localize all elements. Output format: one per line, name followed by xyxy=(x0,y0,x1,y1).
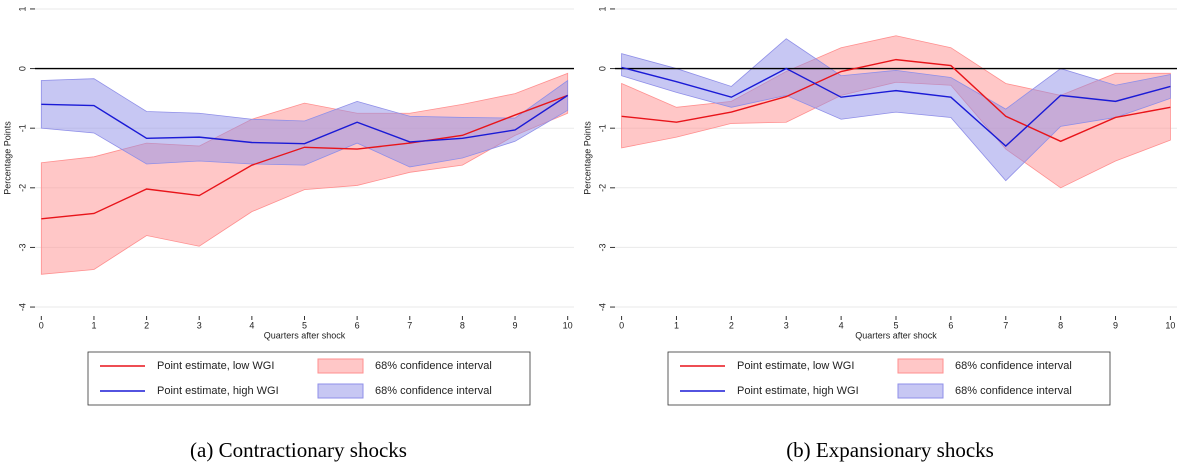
x-axis-title: Quarters after shock xyxy=(855,330,937,340)
x-tick-label: 2 xyxy=(729,320,734,330)
legend-label: 68% confidence interval xyxy=(955,385,1072,397)
y-tick-label: -3 xyxy=(597,243,607,251)
x-tick-label: 7 xyxy=(407,320,412,330)
x-tick-label: 3 xyxy=(197,320,202,330)
x-tick-label: 0 xyxy=(39,320,44,330)
legend-label: Point estimate, high WGI xyxy=(157,385,279,397)
y-tick-label: -2 xyxy=(597,184,607,192)
x-tick-label: 5 xyxy=(302,320,307,330)
y-tick-label: -3 xyxy=(17,243,27,251)
confidence-band xyxy=(621,38,1171,182)
legend-box xyxy=(87,351,531,406)
y-axis-title: Percentage Points xyxy=(582,121,592,195)
y-tick-label: -1 xyxy=(597,124,607,132)
x-tick-label: 3 xyxy=(784,320,789,330)
legend-label: Point estimate, low WGI xyxy=(737,360,854,372)
caption: (a) Contractionary shocks xyxy=(190,438,407,462)
legend-label: Point estimate, low WGI xyxy=(157,360,274,372)
y-tick-label: 0 xyxy=(17,66,27,71)
x-tick-label: 2 xyxy=(144,320,149,330)
panel: -4 -3 -2 -1 0 1 Percentage Points 0 1 2 3 4 5 6 7 8 9 10 Q… xyxy=(582,6,1177,462)
legend-box xyxy=(667,351,1111,406)
x-tick-label: 7 xyxy=(1003,320,1008,330)
legend-label: 68% confidence interval xyxy=(955,360,1072,372)
x-tick-label: 8 xyxy=(460,320,465,330)
panel: -4 -3 -2 -1 0 1 Percentage Points 0 1 2 3 4 5 6 7 8 9 10 Q… xyxy=(2,6,574,462)
y-tick-label: -4 xyxy=(17,303,27,311)
x-tick-label: 4 xyxy=(249,320,254,330)
y-tick-label: -1 xyxy=(17,124,27,132)
x-tick-label: 1 xyxy=(674,320,679,330)
y-tick-label: 0 xyxy=(597,66,607,71)
caption: (b) Expansionary shocks xyxy=(786,438,994,462)
y-axis-title: Percentage Points xyxy=(2,121,12,195)
legend-swatch xyxy=(897,383,944,399)
x-tick-label: 0 xyxy=(619,320,624,330)
x-tick-label: 6 xyxy=(948,320,953,330)
x-tick-label: 1 xyxy=(91,320,96,330)
legend-label: 68% confidence interval xyxy=(375,360,492,372)
legend-swatch xyxy=(317,358,364,374)
line xyxy=(621,66,1171,148)
legend-label: 68% confidence interval xyxy=(375,385,492,397)
x-tick-label: 9 xyxy=(1113,320,1118,330)
line xyxy=(621,58,1171,143)
x-tick-label: 8 xyxy=(1058,320,1063,330)
x-axis-title: Quarters after shock xyxy=(264,330,346,340)
legend-swatch xyxy=(317,383,364,399)
x-tick-label: 4 xyxy=(839,320,844,330)
x-tick-label: 6 xyxy=(355,320,360,330)
x-tick-label: 10 xyxy=(563,320,573,330)
y-tick-label: 1 xyxy=(17,6,27,11)
confidence-band xyxy=(40,78,569,168)
y-tick-label: -2 xyxy=(17,184,27,192)
y-tick-label: -4 xyxy=(597,303,607,311)
x-tick-label: 5 xyxy=(893,320,898,330)
line xyxy=(41,94,568,220)
y-tick-label: 1 xyxy=(597,6,607,11)
x-tick-label: 9 xyxy=(513,320,518,330)
legend-swatch xyxy=(897,358,944,374)
legend-label: Point estimate, high WGI xyxy=(737,385,859,397)
line xyxy=(41,94,569,145)
x-tick-label: 10 xyxy=(1165,320,1175,330)
